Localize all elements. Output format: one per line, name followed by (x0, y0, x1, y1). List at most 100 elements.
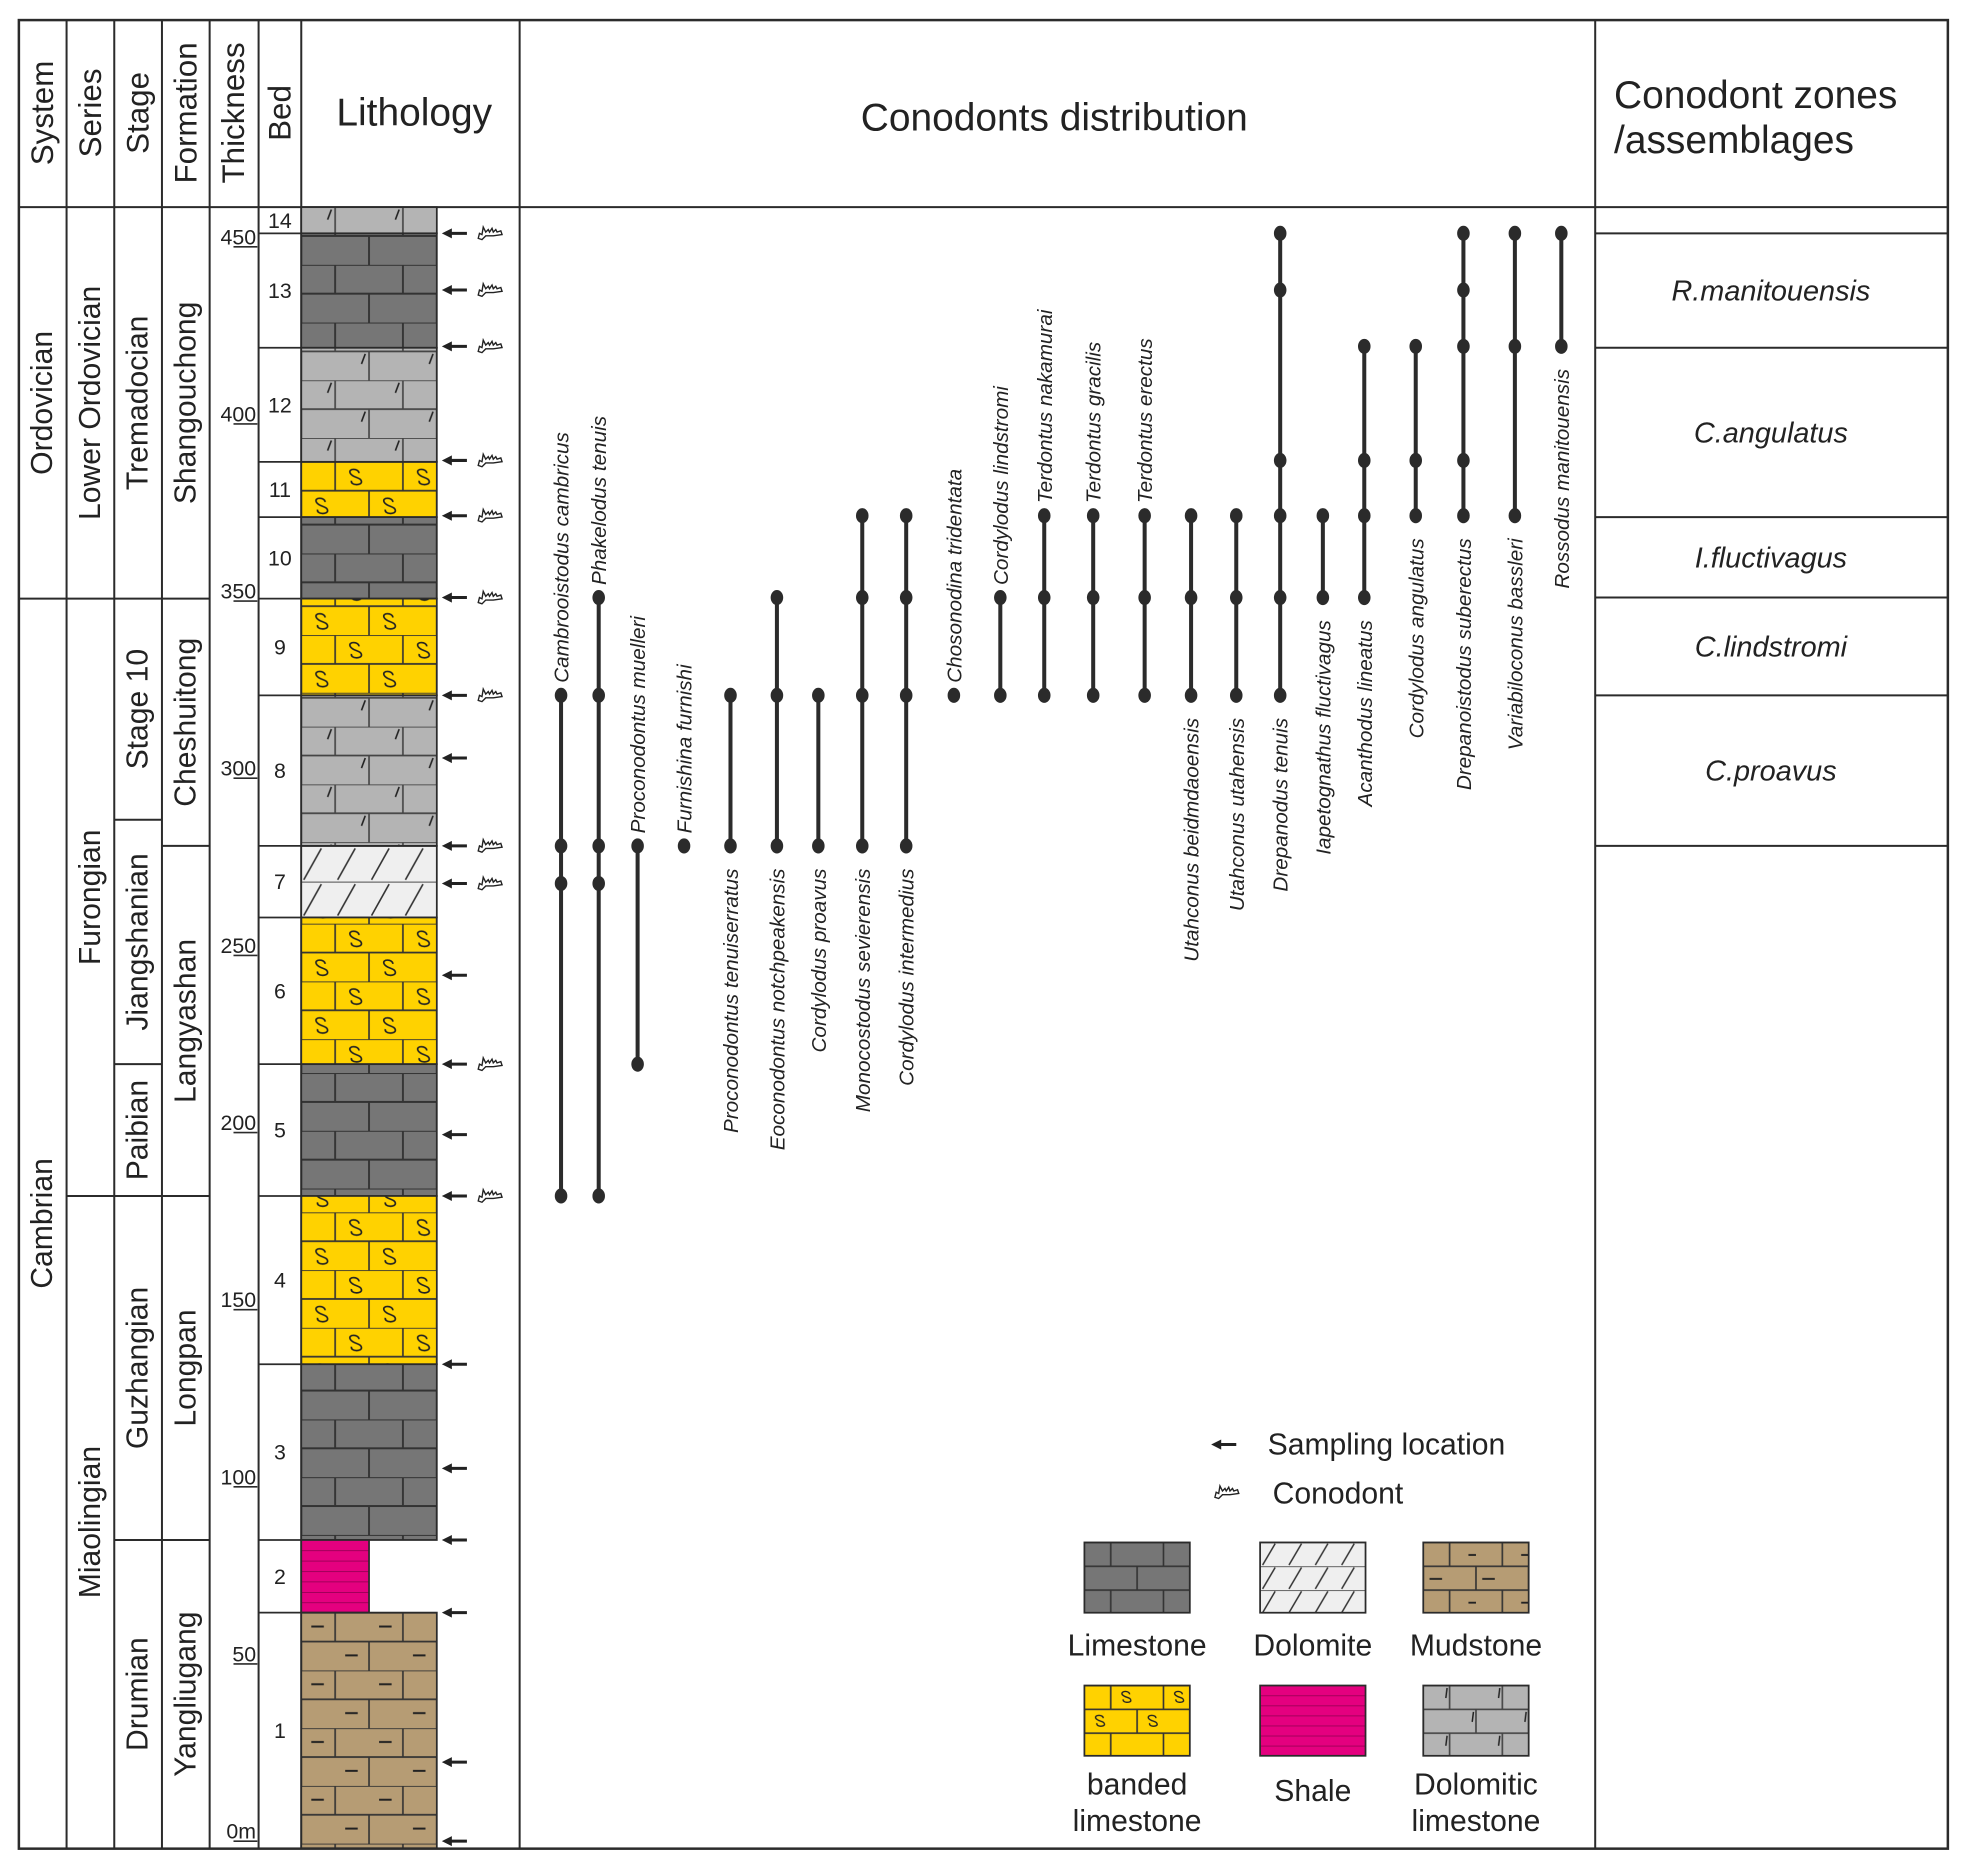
occurrence-dot (1457, 452, 1470, 468)
taxon-range: Terdontus gracilis (1083, 342, 1106, 703)
header-lithology: Lithology (336, 92, 492, 135)
taxon-range: Cordylodus intermedius (896, 508, 919, 1086)
sampling-arrow-icon (441, 1463, 467, 1474)
sampling-arrow-icon (441, 285, 467, 296)
occurrence-dot (592, 687, 605, 703)
header-formation: Formation (168, 42, 203, 183)
conodont-icon (477, 507, 503, 523)
taxon-range: Cordylodus angulatus (1405, 338, 1428, 738)
occurrence-dot (1273, 225, 1287, 241)
conodont-icon (477, 281, 503, 298)
occurrence-dot (1358, 590, 1371, 606)
taxon-range: Chosonodina tridentata (943, 469, 966, 703)
occurrence-dot (554, 838, 568, 854)
bed-number: 4 (274, 1269, 286, 1293)
thickness-tick-label: 50 (232, 1642, 256, 1666)
occurrence-dot (812, 838, 825, 854)
bed-lithology-banded-limestone (300, 597, 438, 697)
occurrence-dot (1037, 508, 1051, 524)
legend-label: Shale (1274, 1775, 1351, 1808)
series-unit-label: Lower Ordovician (74, 286, 107, 520)
stage-unit-label: Guzhangian (122, 1287, 155, 1449)
occurrence-dot (1273, 508, 1287, 524)
taxon-label: Cambrooistodus cambricus (551, 432, 574, 683)
taxon-label: Iapetognathus fluctivagus (1312, 620, 1335, 855)
taxon-label: Proconodontus tenuiserratus (720, 869, 743, 1134)
occurrence-dot (1138, 508, 1151, 524)
bed-lithology-dolomite (300, 845, 438, 919)
occurrence-dot (1229, 590, 1243, 606)
bed-lithology-shale (300, 1539, 370, 1614)
occurrence-dot (1086, 508, 1100, 524)
sampling-arrow-icon (441, 1059, 467, 1070)
legend-label: Dolomitic (1414, 1769, 1538, 1802)
taxon-range: Terdontus nakamurai (1034, 308, 1057, 703)
taxon-label: Cordylodus lindstromi (990, 385, 1013, 585)
header-thickness: Thickness (216, 42, 251, 183)
bed-lithology-limestone (300, 232, 438, 349)
zone-label: I.fluctivagus (1695, 542, 1847, 574)
conodont-icon (477, 589, 503, 605)
sampling-arrow-icon (441, 1359, 467, 1370)
occurrence-dot (1508, 508, 1522, 524)
taxon-label: Proconodontus muelleri (627, 615, 650, 834)
occurrence-dot (1409, 338, 1423, 354)
occurrence-dot (1555, 338, 1568, 354)
thickness-tick-label: 250 (220, 934, 256, 958)
taxon-range: Utahconus beidmdaoensis (1181, 508, 1204, 962)
occurrence-dot (1086, 687, 1100, 703)
bed-number: 9 (274, 636, 286, 660)
thickness-tick-label: 100 (220, 1465, 256, 1489)
bed-lithology-dolomitic-limestone (300, 346, 438, 463)
occurrence-dot (592, 838, 605, 854)
zone-label: C.angulatus (1694, 417, 1848, 449)
occurrence-dot (554, 687, 568, 703)
bed-number: 12 (268, 393, 292, 417)
occurrence-dot (1037, 590, 1051, 606)
taxon-range: Eoconodontus notchpeakensis (766, 590, 789, 1150)
taxon-label: Acanthodus lineatus (1354, 620, 1377, 808)
legend-swatch-banded-limestone (1083, 1684, 1191, 1757)
zone-label: C.lindstromi (1695, 631, 1849, 663)
taxon-range: Proconodontus muelleri (627, 615, 650, 1072)
formation-unit-label: Yangliugang (169, 1611, 202, 1776)
occurrence-dot (1358, 338, 1371, 354)
occurrence-dot (1316, 590, 1330, 606)
thickness-tick-label: 300 (220, 757, 256, 781)
taxon-label: Terdontus nakamurai (1034, 308, 1057, 503)
taxon-label: Phakelodus tenuis (588, 416, 611, 585)
bed-lithology-limestone (300, 1363, 438, 1541)
occurrence-dot (1273, 452, 1287, 468)
taxon-range: Cambrooistodus cambricus (551, 432, 574, 1204)
thickness-tick-label: 0m (226, 1820, 256, 1844)
thickness-tick-label: 150 (220, 1288, 256, 1312)
occurrence-dot (1138, 687, 1151, 703)
table-frame (17, 18, 1950, 1850)
thickness-tick-label: 200 (220, 1111, 256, 1135)
occurrence-dot (1508, 225, 1522, 241)
occurrence-dot (724, 838, 737, 854)
taxon-range: Rossodus manitouensis (1551, 225, 1574, 589)
occurrence-dot (554, 1188, 568, 1204)
sampling-arrow-icon (441, 455, 467, 466)
bed-number: 10 (268, 546, 292, 570)
header-bed: Bed (262, 85, 297, 141)
occurrence-dot (1508, 338, 1522, 354)
sampling-arrow-icon (441, 970, 467, 981)
legend-swatch-mudstone (1422, 1541, 1530, 1614)
occurrence-dot (855, 687, 869, 703)
sampling-arrow-icon (441, 228, 467, 239)
system-unit-label: Cambrian (26, 1158, 59, 1289)
taxon-range: Cordylodus lindstromi (990, 385, 1013, 703)
occurrence-dot (631, 1056, 644, 1072)
taxon-label: Terdontus erectus (1134, 338, 1157, 503)
bed-number: 2 (274, 1565, 286, 1589)
occurrence-dot (1555, 225, 1568, 241)
taxon-label: Terdontus gracilis (1083, 342, 1106, 503)
sampling-arrow-icon (441, 1534, 467, 1546)
taxon-label: Rossodus manitouensis (1551, 369, 1574, 589)
occurrence-dot (812, 687, 825, 703)
occurrence-dot (994, 590, 1007, 606)
occurrence-dot (554, 875, 568, 892)
